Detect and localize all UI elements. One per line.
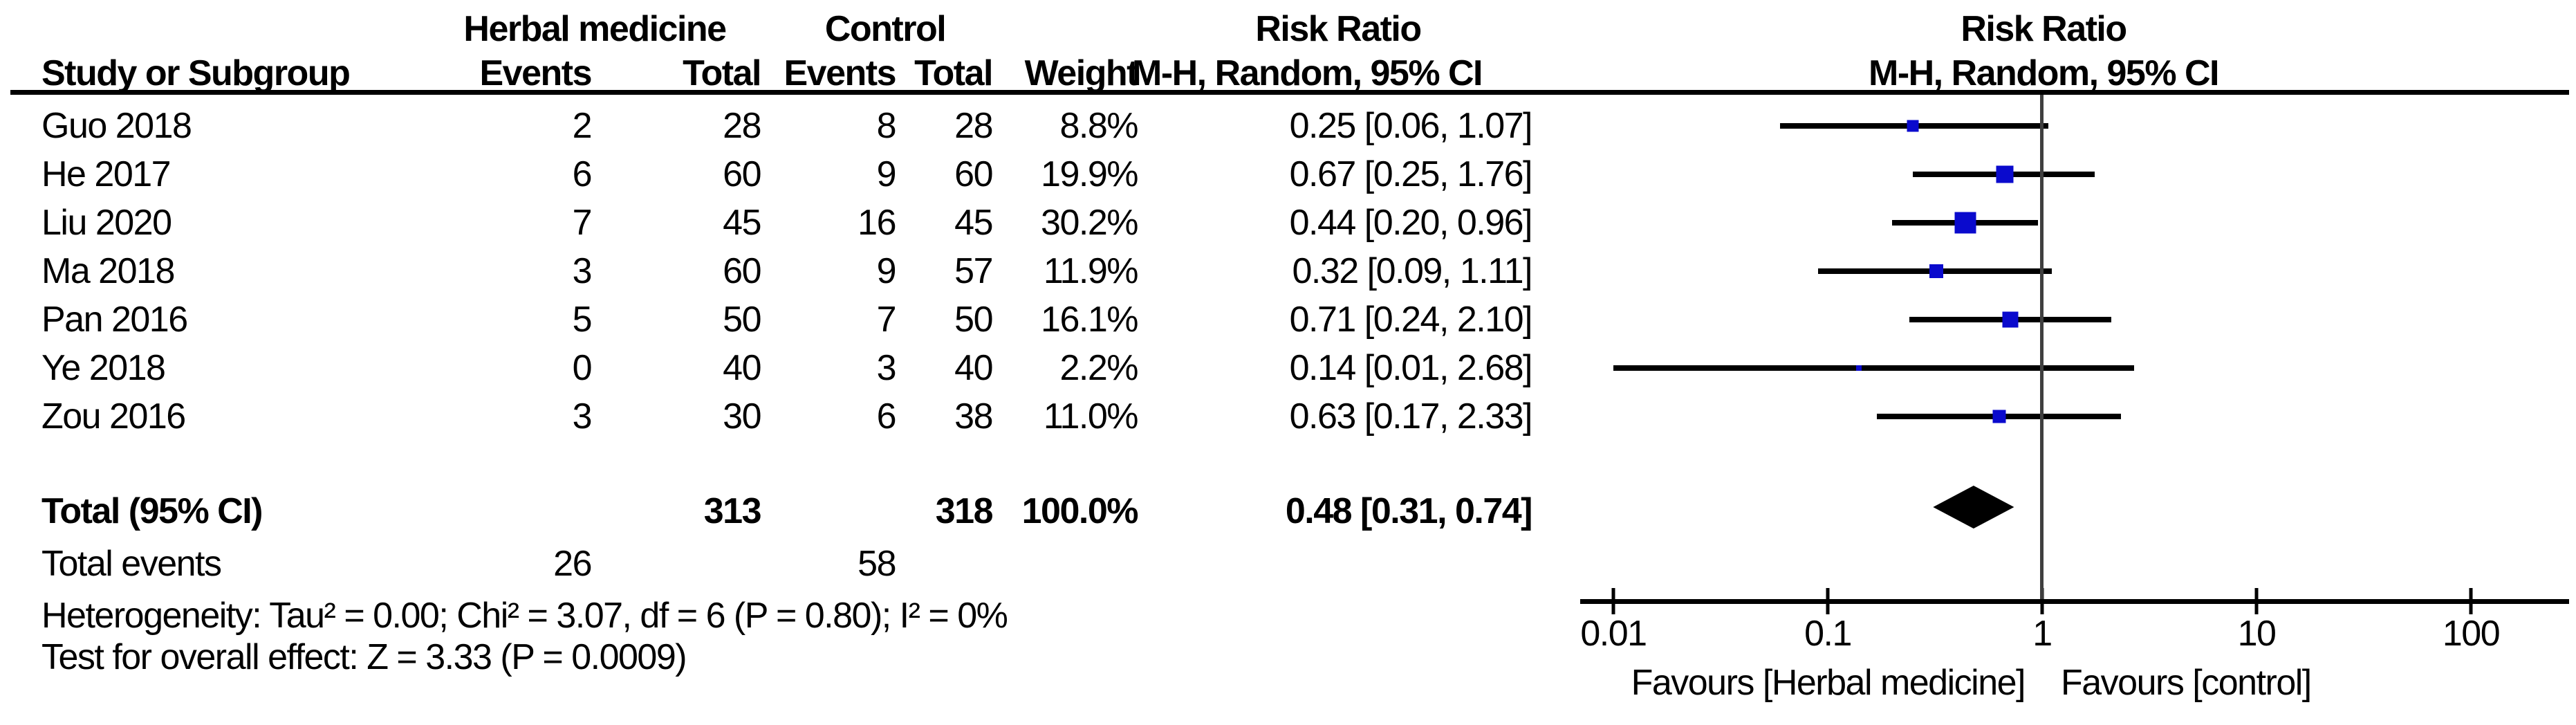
- study-total-treatment: 50: [723, 300, 761, 340]
- effect-square: [2002, 311, 2019, 328]
- study-weight: 8.8%: [1059, 106, 1138, 146]
- effect-square: [1992, 410, 2006, 423]
- header-col-total1: Total: [683, 53, 761, 93]
- axis-tick-label: 10: [2237, 614, 2277, 654]
- study-label: Ma 2018: [41, 251, 175, 291]
- header-col-ci-table: M-H, Random, 95% CI: [1132, 53, 1483, 93]
- total-n-control: 318: [935, 491, 994, 531]
- heterogeneity-text: Heterogeneity: Tau² = 0.00; Chi² = 3.07,…: [41, 596, 1008, 636]
- study-total-control: 28: [954, 106, 993, 146]
- total-n-treatment: 313: [703, 491, 762, 531]
- study-events-control: 9: [876, 154, 897, 194]
- header-effect-plot: Risk Ratio: [1961, 9, 2127, 49]
- study-ci-text: 0.63 [0.17, 2.33]: [1289, 396, 1533, 437]
- study-label: Ye 2018: [41, 348, 166, 388]
- study-ci-text: 0.44 [0.20, 0.96]: [1289, 203, 1533, 243]
- study-events-control: 8: [876, 106, 897, 146]
- study-label: Pan 2016: [41, 300, 188, 340]
- study-events-control: 16: [858, 203, 896, 243]
- axis-tick-label: 0.01: [1580, 614, 1647, 654]
- study-total-control: 40: [954, 348, 993, 388]
- header-group-treatment: Herbal medicine: [463, 9, 727, 49]
- study-weight: 11.0%: [1043, 396, 1139, 437]
- study-events-control: 7: [876, 300, 897, 340]
- total-weight: 100.0%: [1021, 491, 1139, 531]
- effect-square: [1929, 264, 1943, 278]
- header-col-ci-plot: M-H, Random, 95% CI: [1869, 53, 2220, 93]
- study-weight: 11.9%: [1043, 251, 1139, 291]
- study-total-control: 45: [954, 203, 993, 243]
- study-weight: 30.2%: [1041, 203, 1138, 243]
- study-label: Zou 2016: [41, 396, 186, 437]
- study-total-treatment: 40: [723, 348, 761, 388]
- study-events-control: 6: [876, 396, 897, 437]
- study-total-control: 57: [954, 251, 993, 291]
- total-events-control: 58: [858, 544, 896, 584]
- header-group-control: Control: [824, 9, 947, 49]
- study-total-treatment: 45: [723, 203, 761, 243]
- effect-square: [1856, 365, 1862, 371]
- study-events-treatment: 3: [572, 396, 593, 437]
- study-events-treatment: 7: [572, 203, 593, 243]
- study-total-treatment: 60: [723, 154, 761, 194]
- study-events-control: 9: [876, 251, 897, 291]
- favours-left-label: Favours [Herbal medicine]: [1631, 663, 2026, 703]
- pooled-diamond: [1933, 486, 2014, 529]
- study-total-control: 38: [954, 396, 993, 437]
- study-ci-text: 0.14 [0.01, 2.68]: [1289, 348, 1533, 388]
- header-col-events1: Events: [479, 53, 592, 93]
- study-events-treatment: 0: [572, 348, 593, 388]
- overall-effect-text: Test for overall effect: Z = 3.33 (P = 0…: [41, 637, 687, 677]
- study-total-treatment: 28: [723, 106, 761, 146]
- study-events-treatment: 6: [572, 154, 593, 194]
- study-label: Liu 2020: [41, 203, 172, 243]
- study-events-treatment: 5: [572, 300, 593, 340]
- study-ci-text: 0.71 [0.24, 2.10]: [1289, 300, 1533, 340]
- study-total-control: 60: [954, 154, 993, 194]
- effect-square: [1907, 120, 1919, 132]
- study-events-control: 3: [876, 348, 897, 388]
- null-effect-line: [2040, 95, 2044, 601]
- study-total-treatment: 60: [723, 251, 761, 291]
- effect-square: [1954, 212, 1976, 234]
- study-label: Guo 2018: [41, 106, 192, 146]
- study-events-treatment: 3: [572, 251, 593, 291]
- total-ci-text: 0.48 [0.31, 0.74]: [1285, 491, 1533, 531]
- header-col-weight: Weight: [1024, 53, 1139, 93]
- total-row-label: Total (95% CI): [41, 491, 263, 531]
- ci-line: [1613, 365, 2134, 371]
- effect-square: [1996, 165, 2014, 183]
- study-label: He 2017: [41, 154, 172, 194]
- header-underline: [10, 90, 2569, 95]
- header-col-events2: Events: [784, 53, 896, 93]
- x-axis-line: [1580, 599, 2569, 604]
- header-col-total2: Total: [914, 53, 993, 93]
- study-total-treatment: 30: [723, 396, 761, 437]
- study-weight: 2.2%: [1059, 348, 1138, 388]
- header-col-study: Study or Subgroup: [41, 53, 351, 93]
- study-weight: 16.1%: [1041, 300, 1138, 340]
- total-events-treatment: 26: [553, 544, 592, 584]
- total-events-label: Total events: [41, 544, 222, 584]
- study-ci-text: 0.67 [0.25, 1.76]: [1289, 154, 1533, 194]
- axis-tick-label: 0.1: [1804, 614, 1852, 654]
- study-ci-text: 0.25 [0.06, 1.07]: [1289, 106, 1533, 146]
- axis-tick-label: 100: [2442, 614, 2501, 654]
- study-total-control: 50: [954, 300, 993, 340]
- axis-tick-label: 1: [2032, 614, 2053, 654]
- study-weight: 19.9%: [1041, 154, 1138, 194]
- header-effect-table: Risk Ratio: [1255, 9, 1422, 49]
- study-events-treatment: 2: [572, 106, 593, 146]
- study-ci-text: 0.32 [0.09, 1.11]: [1292, 251, 1533, 291]
- favours-right-label: Favours [control]: [2061, 663, 2312, 703]
